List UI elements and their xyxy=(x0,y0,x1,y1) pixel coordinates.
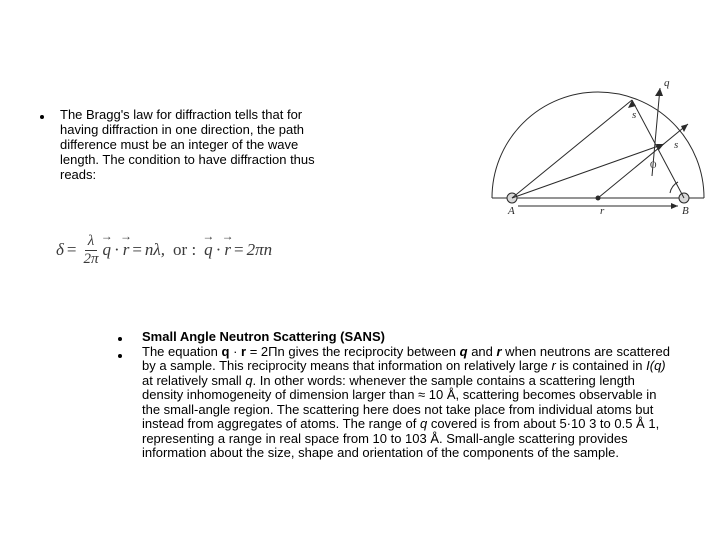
bullet-icon xyxy=(118,354,122,358)
eq-delta: δ xyxy=(56,240,64,260)
bragg-diagram-svg: A B r q s s O xyxy=(482,48,714,220)
eq-nlambda: nλ, xyxy=(145,240,165,260)
eq-q-vec-1: q xyxy=(103,240,112,260)
ray-s-from-a xyxy=(512,144,664,198)
arrowhead-icon xyxy=(655,88,663,96)
bullet-icon xyxy=(40,115,44,119)
eq-fraction: λ 2π xyxy=(84,234,99,267)
bragg-equation: δ = λ 2π q · r = nλ, or : q · r = 2πn xyxy=(56,232,272,268)
label-s: s xyxy=(674,139,678,151)
sans-body: The equation q · r = 2Πn gives the recip… xyxy=(142,344,670,461)
label-b: B xyxy=(682,205,689,217)
bullet-icon xyxy=(118,337,122,341)
label-r: r xyxy=(600,205,605,217)
arrowhead-icon xyxy=(681,124,688,132)
eq-2pi: 2π xyxy=(84,251,99,267)
eq-q-vec-2: q xyxy=(204,240,213,260)
sans-heading: Small Angle Neutron Scattering (SANS) xyxy=(142,329,385,344)
eq-r-vec-2: r xyxy=(224,240,231,260)
label-o: O xyxy=(650,160,657,170)
label-s0: s xyxy=(632,109,636,121)
ray-s0-from-o xyxy=(598,124,688,198)
bragg-law-bullet: The Bragg's law for diffraction tells th… xyxy=(40,108,330,183)
label-q: q xyxy=(664,77,670,89)
arrowhead-icon xyxy=(628,100,636,108)
eq-or: or : xyxy=(165,240,204,260)
semicircle-arc xyxy=(492,92,704,198)
ray-s0-from-a xyxy=(512,100,632,198)
label-a: A xyxy=(507,205,515,217)
eq-lambda: λ xyxy=(85,234,98,251)
arrowhead-icon xyxy=(671,203,678,209)
sans-section: Small Angle Neutron Scattering (SANS) Th… xyxy=(112,330,672,461)
sans-bullet-column xyxy=(112,330,142,358)
sans-text: Small Angle Neutron Scattering (SANS) Th… xyxy=(142,330,672,461)
bragg-law-text: The Bragg's law for diffraction tells th… xyxy=(60,108,330,183)
eq-r-vec-1: r xyxy=(123,240,130,260)
bragg-diagram: A B r q s s O xyxy=(482,48,714,220)
eq-equals-1: = xyxy=(64,240,80,260)
eq-rhs: 2πn xyxy=(247,240,273,260)
